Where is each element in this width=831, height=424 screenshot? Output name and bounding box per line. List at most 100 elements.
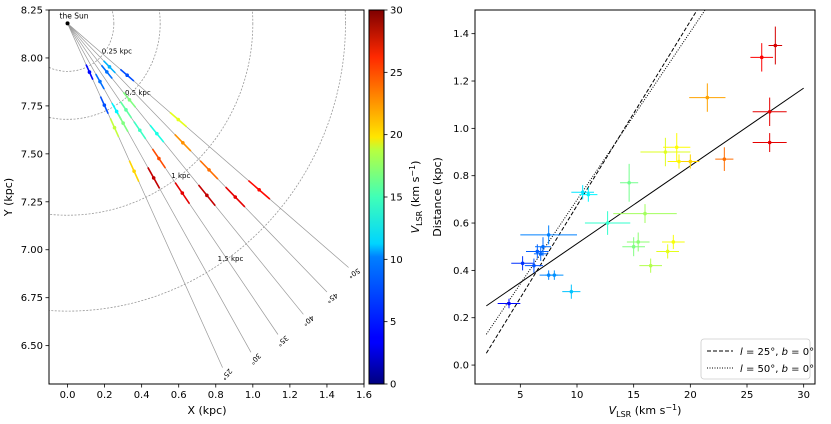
map-axes-frame [48,9,365,385]
y-tick-label: 7.25 [21,197,43,208]
circle-label: 0.25 kpc [102,47,132,55]
clump-point [207,168,211,172]
x-tick-label: 25 [741,390,754,401]
x-tick-label: 10 [571,390,584,401]
data-point [688,159,693,164]
clump-point [121,121,125,125]
longitude-ray [67,23,349,268]
clump-point [125,73,129,78]
data-point [671,240,676,244]
legend: l = 25°, b = 0° l = 50°, b = 0° [700,338,814,380]
x-tick-label: 0.6 [171,390,187,401]
colorbar-tick-label: 10 [390,255,403,266]
data-point [759,55,764,60]
clump-point [114,109,119,114]
data-point [705,95,710,100]
fit-line [486,87,804,307]
ray-label: 30° [248,351,262,365]
ray-label: 50° [346,266,361,279]
map-panel: 0.25 kpc 0.5 kpc 1 kpc 1.5 kpc 25° 30° 35° 40° 4… [2,6,372,418]
circle-label: 0.5 kpc [125,89,151,97]
clump-point [151,176,156,180]
data-point [674,145,679,150]
longitude-ray [67,23,279,335]
ray-label: 25° [219,367,233,382]
x-tick-label: 30 [797,390,810,401]
x-tick-label: 1.6 [356,390,372,401]
colorbar-label: VLSR (km s−1) [408,161,424,234]
longitude-ray [67,23,223,368]
x-tick-label: 1.4 [319,390,335,401]
data-point [535,249,540,254]
data-point [605,221,610,225]
y-tick-label: 6.50 [21,341,43,352]
data-point [773,43,778,48]
sun-label: the Sun [60,11,89,20]
data-point [767,109,772,114]
clump-point [138,128,142,133]
y-tick-label: 0.6 [453,219,469,230]
data-point [520,261,525,266]
y-tick-label: 1.0 [453,124,469,135]
y-tick-label: 7.00 [21,245,43,256]
x-tick-label: 0.2 [97,390,113,401]
distance-axes-frame [474,9,816,385]
clump-point [176,117,181,122]
data-point [636,240,640,244]
clump-point [127,98,132,102]
map-ylabel: Y (kpc) [2,178,15,217]
distance-ylabel: Distance (kpc) [431,157,444,237]
colorbar-gradient [368,9,385,385]
data-point [586,192,591,197]
y-tick-label: 8.25 [21,6,43,17]
circle-label: 1.5 kpc [218,255,244,263]
clump-point [112,125,117,130]
ray-label: 40° [301,313,316,327]
x-tick-label: 1.2 [282,390,298,401]
x-tick-label: 20 [684,390,697,401]
colorbar-tick-label: 0 [390,380,396,391]
data-point [507,301,511,306]
legend-box [700,338,811,380]
data-point [663,150,668,154]
clump-point [105,70,109,74]
clump-point [157,156,161,161]
data-point [580,190,585,195]
data-point [569,289,574,294]
data-point [665,249,670,254]
clump-point [87,70,92,74]
map-xlabel: X (kpc) [187,404,226,417]
x-tick-label: 0.4 [134,390,150,401]
clump-point [180,191,185,195]
clump-point [205,193,209,198]
data-point [546,233,551,237]
distance-circle [49,10,115,72]
model-line-l25 [485,10,698,354]
y-tick-label: 0.4 [453,266,469,277]
legend-label-l25: l = 25°, b = 0° [740,347,814,358]
data-point [643,211,647,216]
sun-marker [65,21,70,26]
x-tick-label: 0.0 [60,390,76,401]
data-point [541,244,545,249]
colorbar-tick-label: 30 [390,6,403,17]
data-point [552,273,557,277]
data-point [538,252,543,256]
x-tick-label: 5 [517,390,523,401]
legend-label-l50: l = 50°, b = 0° [740,364,814,375]
model-line-l50 [485,10,706,335]
distance-panel: 5 10 15 20 25 30 0.0 0.2 0.4 0.6 0.8 1.0 1.2 1.4 VLSR… [431,9,816,419]
colorbar-tick-label: 5 [390,317,396,328]
ray-label: 35° [275,334,290,348]
y-tick-label: 8.00 [21,53,43,64]
distance-circle [49,10,254,216]
y-tick-label: 6.75 [21,293,43,304]
x-tick-label: 1.0 [245,390,261,401]
y-tick-label: 0.8 [453,171,469,182]
y-tick-label: 1.2 [453,77,469,88]
colorbar: 0 5 10 15 20 25 30 VLSR (km s−1) [368,6,424,391]
data-point [627,180,631,185]
clump-point [98,79,102,84]
clump-point [257,188,261,192]
